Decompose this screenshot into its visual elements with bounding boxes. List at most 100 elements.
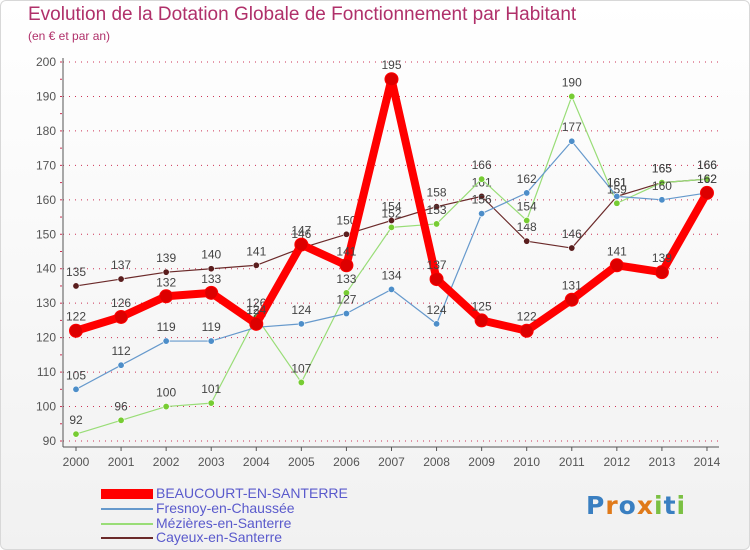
x-tick-label: 2012 — [603, 455, 630, 469]
data-label: 122 — [517, 310, 537, 324]
data-label: 156 — [472, 193, 492, 207]
data-label: 166 — [697, 158, 717, 172]
data-label: 153 — [427, 203, 447, 217]
data-point-0-8 — [433, 203, 441, 211]
data-label: 162 — [517, 172, 537, 186]
data-point-3-6 — [339, 258, 354, 273]
data-label: 154 — [381, 199, 401, 213]
data-point-2-1 — [117, 361, 125, 369]
data-label: 137 — [111, 258, 131, 272]
data-label: 165 — [652, 162, 672, 176]
data-label: 165 — [652, 162, 672, 176]
proxiti-logo: Proxiti — [586, 491, 686, 520]
data-point-2-13 — [658, 196, 666, 204]
data-point-2-11 — [568, 137, 576, 145]
data-label: 177 — [562, 120, 582, 134]
data-point-2-5 — [297, 320, 305, 328]
x-tick-label: 2007 — [378, 455, 405, 469]
data-point-0-3 — [207, 265, 215, 273]
x-tick-label: 2009 — [468, 455, 495, 469]
x-tick-label: 2006 — [333, 455, 360, 469]
data-point-2-3 — [207, 337, 215, 345]
legend-swatch-cayeux — [101, 537, 153, 539]
data-point-0-2 — [162, 268, 170, 276]
data-label: 134 — [381, 268, 401, 282]
data-point-2-2 — [162, 337, 170, 345]
data-label: 105 — [66, 368, 86, 382]
data-point-0-0 — [72, 282, 80, 290]
logo-letter: i — [676, 491, 687, 520]
data-label: 146 — [562, 227, 582, 241]
data-label: 161 — [607, 175, 627, 189]
data-point-3-5 — [294, 237, 309, 252]
data-point-0-6 — [342, 230, 350, 238]
data-point-0-1 — [117, 275, 125, 283]
y-tick-label: 190 — [36, 89, 56, 103]
data-label: 119 — [157, 320, 176, 334]
data-point-3-3 — [204, 285, 219, 300]
data-point-1-5 — [297, 378, 305, 386]
data-label: 141 — [607, 244, 627, 258]
data-point-3-11 — [564, 292, 579, 307]
logo-letter: r — [605, 491, 619, 520]
data-label: 133 — [336, 272, 356, 286]
data-point-1-2 — [162, 403, 170, 411]
data-point-0-4 — [252, 261, 260, 269]
data-label: 159 — [607, 182, 627, 196]
data-point-0-7 — [387, 216, 395, 224]
data-label: 137 — [427, 258, 447, 272]
data-point-2-12 — [613, 192, 621, 200]
data-label: 141 — [246, 244, 266, 258]
data-point-0-11 — [568, 244, 576, 252]
data-label: 139 — [156, 251, 176, 265]
data-point-1-14 — [703, 175, 711, 183]
data-label: 126 — [111, 296, 131, 310]
data-point-0-9 — [478, 192, 486, 200]
data-point-1-10 — [523, 216, 531, 224]
y-tick-label: 170 — [36, 158, 56, 172]
data-label: 96 — [114, 399, 128, 413]
data-label: 152 — [381, 206, 401, 220]
data-label: 147 — [291, 224, 311, 238]
data-point-2-10 — [523, 189, 531, 197]
data-label: 158 — [427, 186, 447, 200]
data-label: 154 — [517, 199, 537, 213]
data-point-3-9 — [474, 313, 489, 328]
data-point-2-0 — [72, 385, 80, 393]
x-tick-label: 2010 — [513, 455, 540, 469]
y-tick-label: 90 — [43, 434, 57, 448]
data-point-1-12 — [613, 199, 621, 207]
data-label: 166 — [472, 158, 492, 172]
data-point-2-9 — [478, 210, 486, 218]
logo-letter: i — [654, 491, 664, 520]
data-point-3-12 — [609, 258, 624, 273]
y-tick-label: 140 — [36, 262, 56, 276]
x-tick-label: 2004 — [243, 455, 270, 469]
data-label: 124 — [427, 303, 447, 317]
legend-label-fresnoy: Fresnoy-en-Chaussée — [156, 500, 295, 516]
x-tick-label: 2014 — [694, 455, 721, 469]
x-tick-label: 2005 — [288, 455, 315, 469]
data-point-0-10 — [523, 237, 531, 245]
data-point-3-8 — [429, 272, 444, 287]
data-label: 132 — [156, 275, 176, 289]
data-label: 127 — [336, 293, 356, 307]
data-label: 190 — [562, 75, 582, 89]
data-point-3-1 — [114, 309, 129, 324]
x-tick-label: 2000 — [63, 455, 90, 469]
x-tick-label: 2001 — [108, 455, 135, 469]
data-label: 125 — [472, 299, 492, 313]
chart-title: Evolution de la Dotation Globale de Fonc… — [28, 4, 577, 25]
data-label: 162 — [697, 172, 717, 186]
data-label: 107 — [291, 361, 311, 375]
data-label: 148 — [517, 220, 537, 234]
y-tick-label: 180 — [36, 124, 56, 138]
data-label: 160 — [652, 179, 672, 193]
y-tick-label: 150 — [36, 227, 56, 241]
y-tick-label: 110 — [37, 365, 56, 379]
data-point-1-0 — [72, 430, 80, 438]
data-point-1-13 — [658, 179, 666, 187]
y-tick-label: 200 — [36, 55, 56, 69]
data-point-1-8 — [433, 220, 441, 228]
